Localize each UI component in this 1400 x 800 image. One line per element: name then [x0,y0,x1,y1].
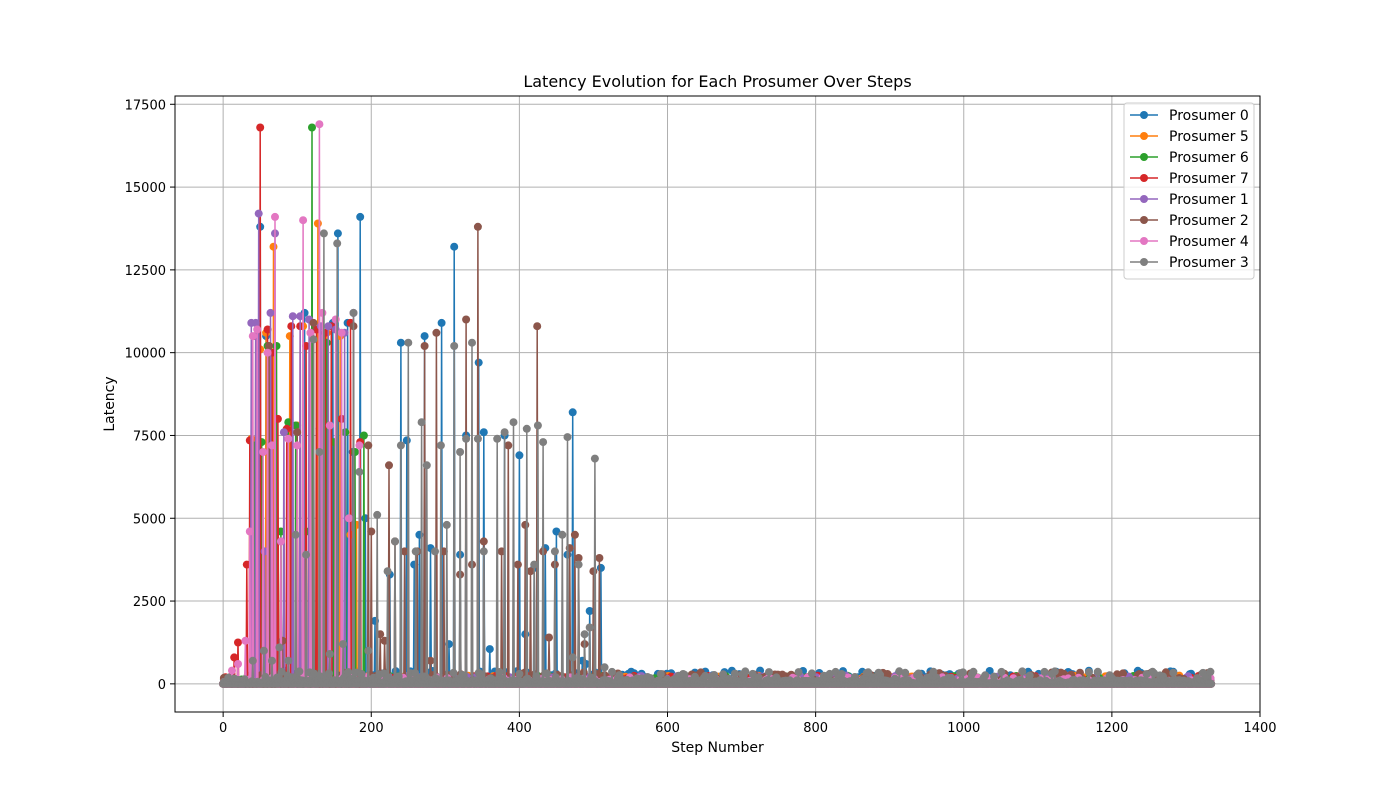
data-point [284,418,293,427]
data-point [359,431,368,440]
data-point [256,123,265,132]
data-point [272,342,281,350]
data-point [420,332,429,341]
data-point [287,322,296,331]
data-point [479,428,488,437]
data-point [596,563,605,572]
data-point [313,219,322,228]
data-point [585,607,594,615]
data-point [485,645,494,654]
data-point [552,527,561,536]
data-point [242,560,251,569]
data-point [450,242,459,251]
data-point [234,638,242,647]
data-point [302,342,311,350]
series-layer [219,120,1216,688]
data-point [568,408,577,417]
data-point [308,123,316,132]
data-point [263,325,272,334]
data-point [230,653,239,662]
data-point [269,242,278,251]
data-point [437,318,446,327]
data-point [396,338,405,347]
data-point [356,212,365,221]
data-point [515,451,524,460]
data-point [351,448,359,456]
data-point [333,229,342,238]
